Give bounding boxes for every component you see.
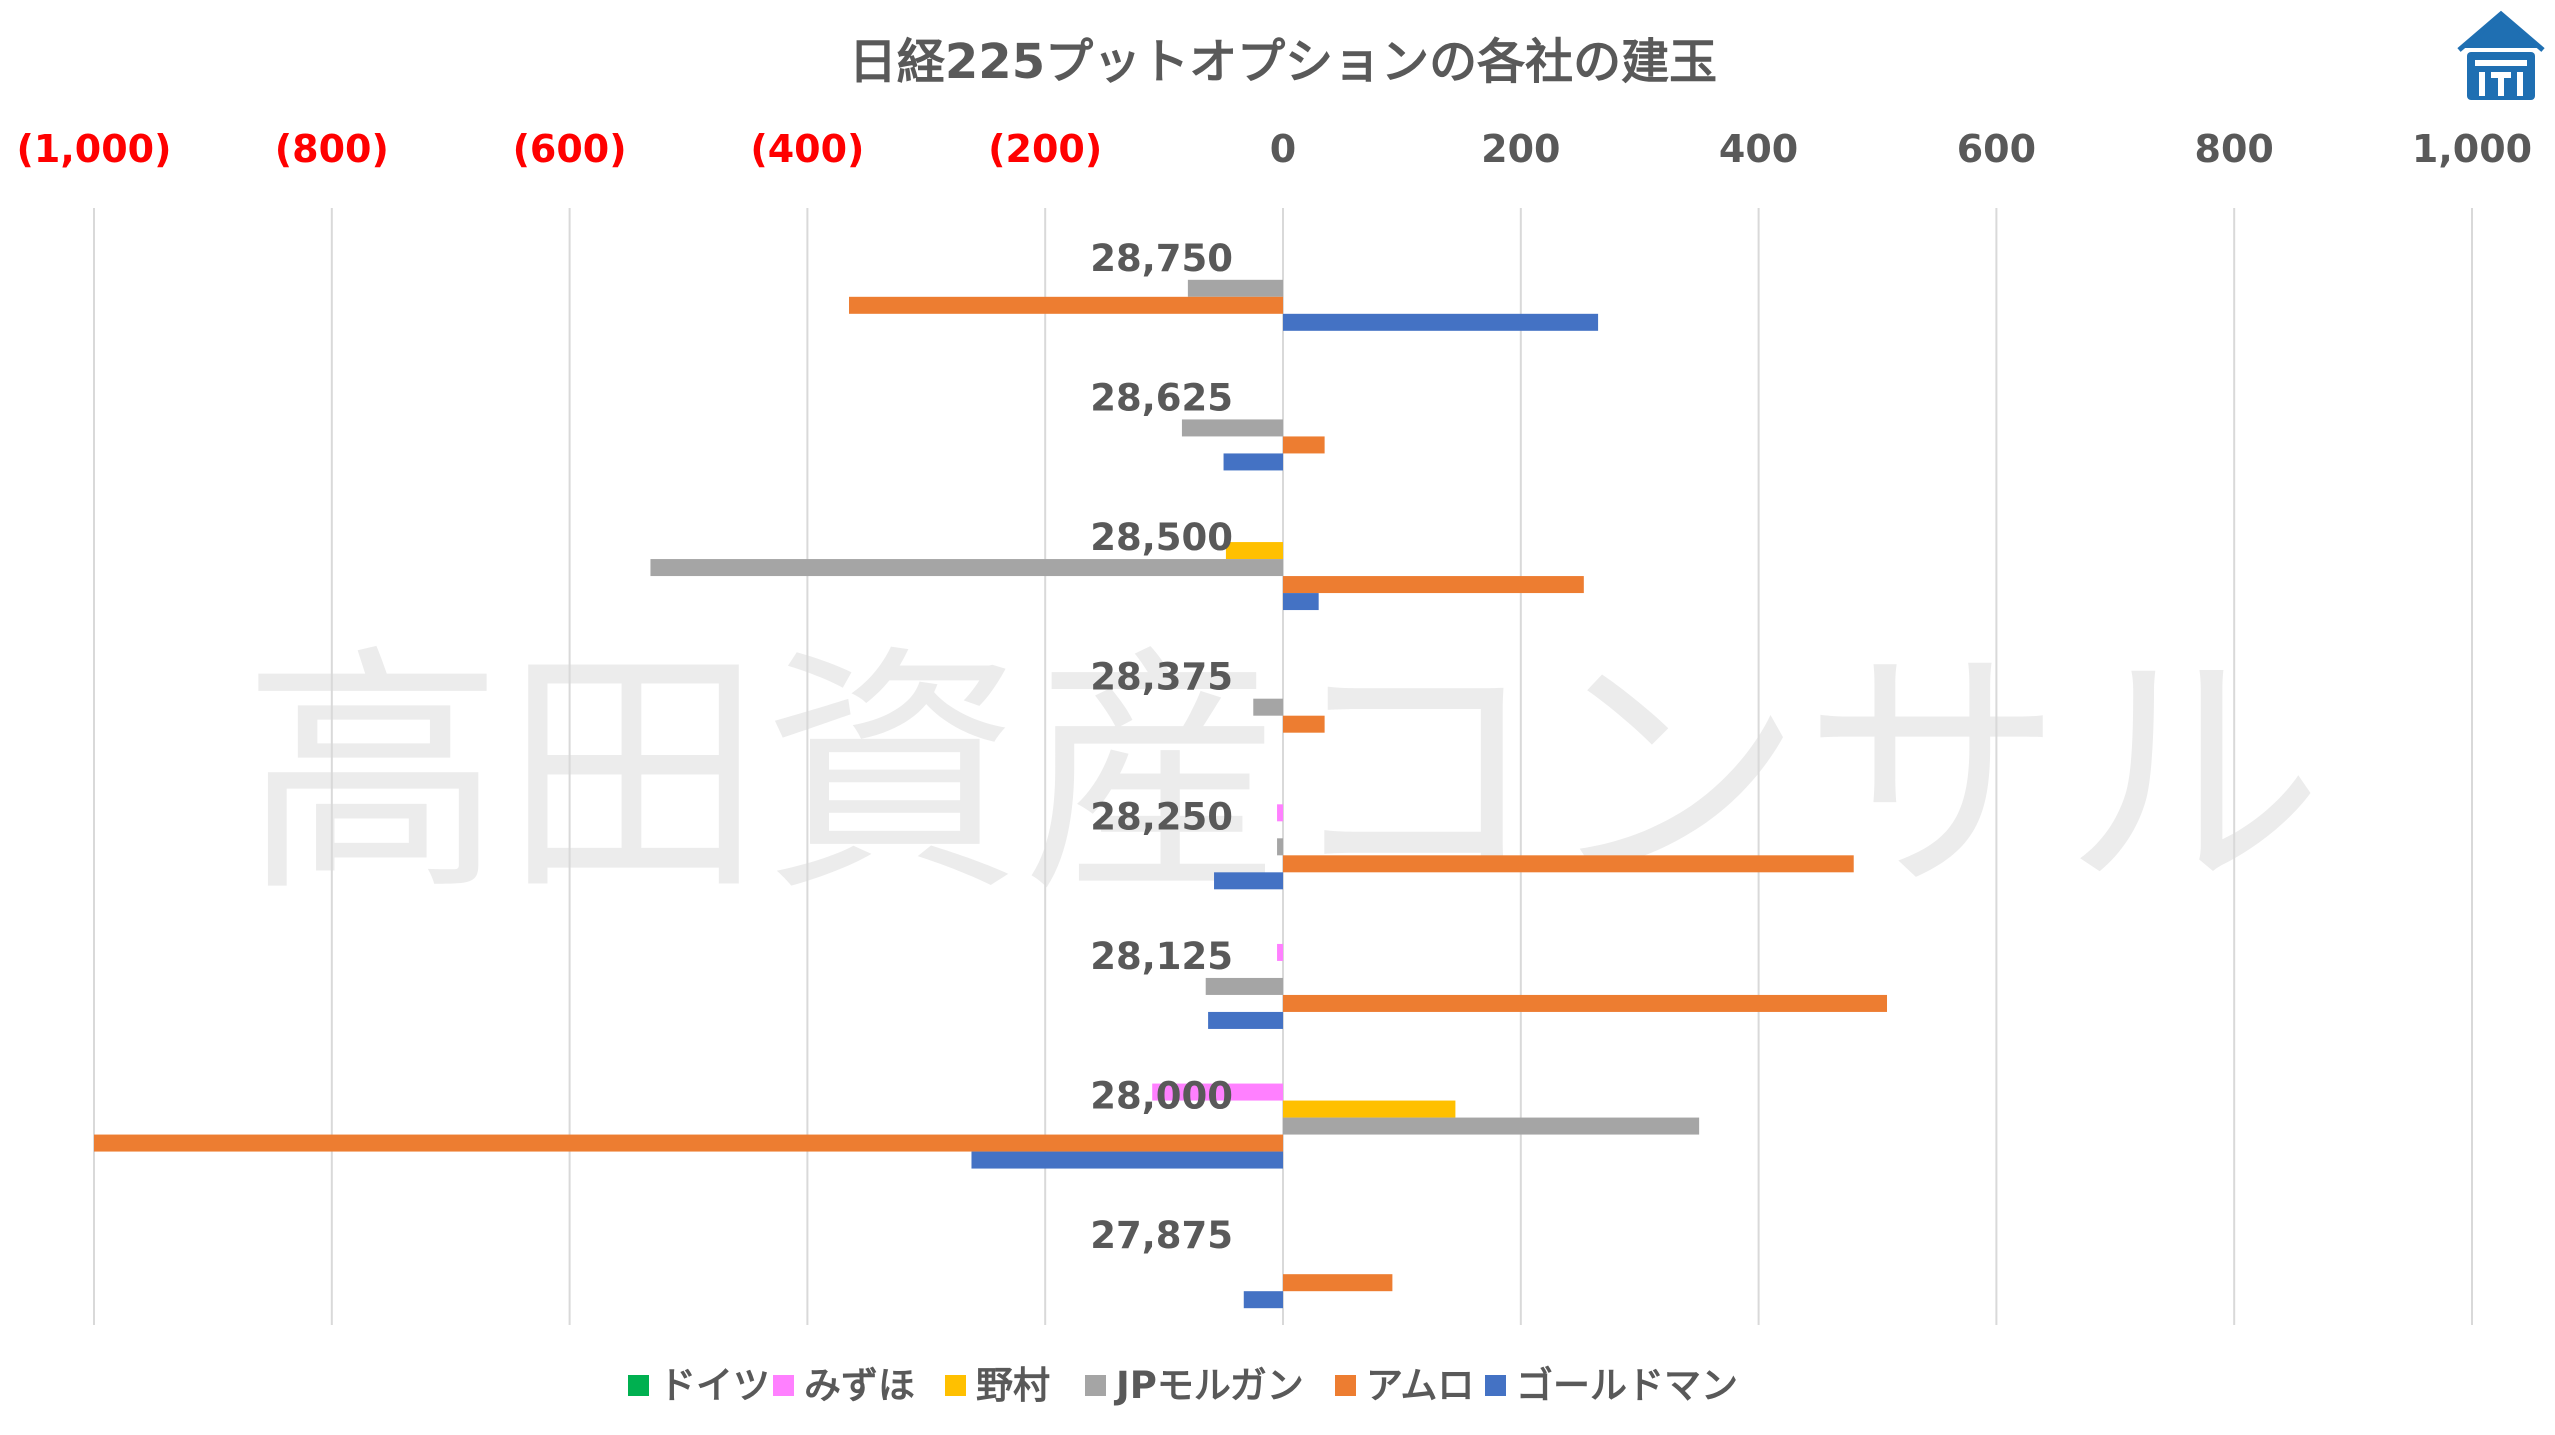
bar-ゴールドマン <box>971 1151 1283 1169</box>
category-label: 28,500 <box>1090 516 1233 559</box>
legend-swatch <box>1335 1375 1356 1396</box>
bar-JPモルガン <box>1187 279 1283 297</box>
bar-JPモルガン <box>1283 1117 1700 1135</box>
house-logo-icon <box>2457 10 2545 100</box>
bar-アムロ <box>1283 715 1325 733</box>
bar-アムロ <box>1283 576 1584 594</box>
x-tick-label: 600 <box>1957 127 2036 171</box>
category-label: 28,125 <box>1090 935 1233 978</box>
category-label: 28,375 <box>1090 656 1233 699</box>
bar-ゴールドマン <box>1208 1011 1283 1029</box>
legend-label: ゴールドマン <box>1516 1364 1738 1407</box>
bar-JPモルガン <box>650 559 1283 577</box>
x-tick-label: (600) <box>513 127 627 171</box>
bar-野村 <box>1283 1100 1456 1118</box>
bar-JPモルガン <box>1181 419 1283 437</box>
legend-swatch <box>1485 1375 1506 1396</box>
category-label: 28,250 <box>1090 795 1233 838</box>
x-tick-label: 200 <box>1481 127 1560 171</box>
bar-みずほ <box>1277 804 1283 822</box>
bar-みずほ <box>1277 943 1283 961</box>
bar-JPモルガン <box>1205 977 1283 995</box>
bar-ゴールドマン <box>1223 453 1283 471</box>
category-label: 27,875 <box>1090 1214 1233 1257</box>
bar-ゴールドマン <box>1243 1291 1283 1309</box>
x-tick-label: 800 <box>2195 127 2274 171</box>
bar-アムロ <box>94 1134 1283 1152</box>
chart-title: 日経225プットオプションの各社の建玉 <box>849 34 1717 90</box>
x-tick-label: 400 <box>1719 127 1798 171</box>
x-tick-label: 0 <box>1270 127 1296 171</box>
category-label: 28,750 <box>1090 237 1233 280</box>
legend-label: 野村 <box>976 1364 1050 1407</box>
bar-みずほ <box>1152 1083 1283 1101</box>
category-label: 28,000 <box>1090 1075 1233 1118</box>
x-tick-label: (200) <box>988 127 1102 171</box>
category-label: 28,625 <box>1090 376 1233 419</box>
x-tick-label: 1,000 <box>2412 127 2532 171</box>
bar-ゴールドマン <box>1214 872 1283 890</box>
bar-ゴールドマン <box>1283 593 1319 611</box>
bar-JPモルガン <box>1277 838 1283 856</box>
bar-ゴールドマン <box>1283 313 1599 331</box>
bar-野村 <box>1225 542 1283 560</box>
legend-label: ドイツ <box>659 1364 770 1407</box>
legend-label: みずほ <box>804 1364 915 1407</box>
x-tick-label: (1,000) <box>17 127 172 171</box>
legend-label: JPモルガン <box>1113 1364 1304 1407</box>
x-tick-label: (800) <box>275 127 389 171</box>
bar-アムロ <box>1283 1274 1393 1292</box>
legend-swatch <box>945 1375 966 1396</box>
legend-swatch <box>1085 1375 1106 1396</box>
bar-アムロ <box>849 296 1283 314</box>
legend-label: アムロ <box>1366 1364 1474 1407</box>
bar-アムロ <box>1283 994 1888 1012</box>
legend-swatch <box>773 1375 794 1396</box>
bar-アムロ <box>1283 855 1854 873</box>
x-tick-label: (400) <box>750 127 864 171</box>
bar-JPモルガン <box>1253 698 1283 716</box>
bar-アムロ <box>1283 436 1325 454</box>
legend-swatch <box>628 1375 649 1396</box>
